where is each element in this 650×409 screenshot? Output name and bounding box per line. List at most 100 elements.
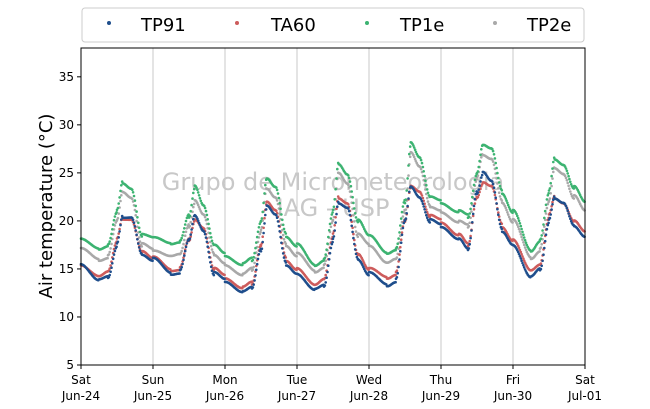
data-point-tp1e — [406, 177, 409, 180]
data-point-tp1e — [478, 159, 481, 163]
data-point-tp91 — [332, 235, 336, 238]
x-tick-label-date: Jun-28 — [349, 389, 388, 403]
data-point-tp2e — [521, 238, 524, 241]
data-point-tp91 — [518, 254, 522, 258]
x-tick-label-date: Jun-24 — [61, 389, 100, 403]
data-point-ta60 — [480, 183, 484, 186]
data-point-tp2e — [131, 197, 134, 201]
data-point-tp1e — [547, 192, 550, 195]
data-point-tp91 — [325, 276, 328, 280]
data-point-tp91 — [253, 279, 256, 282]
data-point-tp1e — [519, 224, 523, 228]
data-point-tp1e — [185, 216, 189, 220]
data-point-tp1e — [516, 214, 519, 218]
data-point-tp91 — [212, 273, 216, 277]
data-point-tp91 — [284, 261, 288, 264]
data-point-tp1e — [397, 237, 400, 240]
legend-marker-tp1e — [365, 21, 369, 25]
data-point-tp91 — [259, 250, 263, 253]
data-point-tp1e — [565, 169, 569, 173]
data-point-tp1e — [284, 232, 288, 235]
data-point-tp91 — [331, 240, 334, 244]
data-point-tp1e — [206, 218, 209, 221]
data-point-tp1e — [398, 231, 401, 234]
data-point-tp1e — [192, 191, 195, 195]
data-point-tp2e — [134, 214, 137, 217]
data-point-tp91 — [192, 217, 195, 221]
x-tick-label-date: Jul-01 — [567, 389, 602, 403]
data-point-tp2e — [116, 216, 120, 220]
series-tp2e — [79, 150, 586, 277]
data-point-tp1e — [395, 245, 399, 249]
data-point-tp1e — [120, 184, 123, 187]
data-point-tp91 — [112, 253, 116, 256]
data-point-tp91 — [329, 246, 333, 250]
data-point-ta60 — [493, 193, 497, 197]
data-point-tp91 — [182, 258, 185, 262]
x-tick-label-day: Fri — [506, 373, 520, 387]
data-point-ta60 — [118, 227, 121, 231]
data-point-tp91 — [109, 270, 112, 274]
data-point-tp91 — [108, 273, 111, 277]
data-point-tp2e — [397, 247, 400, 251]
data-point-tp1e — [279, 207, 282, 211]
data-point-ta60 — [351, 226, 354, 230]
data-point-tp91 — [254, 274, 257, 277]
data-point-tp2e — [569, 190, 572, 193]
data-point-tp1e — [522, 236, 526, 239]
data-point-tp1e — [203, 206, 207, 210]
data-point-tp1e — [504, 197, 508, 200]
data-point-tp2e — [135, 219, 138, 223]
data-point-tp2e — [563, 174, 567, 178]
legend-label-ta60: TA60 — [270, 15, 316, 36]
data-point-ta60 — [333, 224, 337, 227]
data-point-tp1e — [133, 199, 137, 202]
data-point-tp91 — [353, 248, 357, 251]
data-point-tp1e — [275, 188, 279, 192]
data-point-tp2e — [544, 212, 548, 215]
data-point-ta60 — [223, 273, 226, 277]
data-point-tp1e — [180, 236, 183, 240]
data-point-tp91 — [119, 223, 122, 227]
data-point-tp1e — [137, 226, 141, 230]
data-point-tp1e — [334, 187, 337, 191]
data-point-tp1e — [568, 177, 571, 181]
x-tick-label-day: Mon — [212, 373, 237, 387]
data-point-tp1e — [506, 201, 509, 205]
data-point-ta60 — [399, 238, 403, 241]
data-point-tp2e — [419, 167, 423, 171]
data-point-tp91 — [133, 225, 137, 228]
data-point-tp1e — [425, 183, 428, 187]
data-point-tp91 — [349, 218, 353, 222]
data-point-tp1e — [138, 230, 142, 234]
data-point-tp91 — [425, 213, 428, 217]
data-point-tp91 — [198, 224, 202, 227]
data-point-tp1e — [543, 209, 547, 213]
data-point-tp2e — [548, 197, 552, 200]
data-point-tp1e — [494, 161, 498, 165]
data-point-tp1e — [439, 198, 442, 202]
data-point-ta60 — [522, 259, 526, 263]
data-point-tp2e — [108, 250, 111, 254]
data-point-tp1e — [353, 207, 356, 210]
data-point-tp2e — [275, 199, 279, 202]
data-point-ta60 — [334, 216, 337, 219]
data-point-tp1e — [396, 242, 400, 245]
data-point-tp1e — [548, 187, 552, 190]
data-point-tp1e — [111, 223, 115, 226]
data-point-tp91 — [254, 268, 258, 272]
data-point-tp91 — [397, 265, 400, 269]
data-point-tp91 — [496, 207, 499, 211]
data-point-tp1e — [405, 189, 409, 192]
data-point-tp1e — [545, 198, 549, 201]
y-tick-label: 20 — [59, 214, 74, 228]
data-point-tp91 — [279, 235, 282, 239]
data-point-tp91 — [252, 283, 255, 286]
data-point-tp1e — [327, 235, 330, 239]
data-point-tp91 — [334, 221, 337, 224]
data-point-tp91 — [491, 180, 494, 183]
data-point-tp2e — [413, 157, 417, 161]
data-point-ta60 — [203, 227, 206, 231]
data-point-tp91 — [190, 228, 193, 231]
data-point-tp2e — [210, 248, 214, 251]
